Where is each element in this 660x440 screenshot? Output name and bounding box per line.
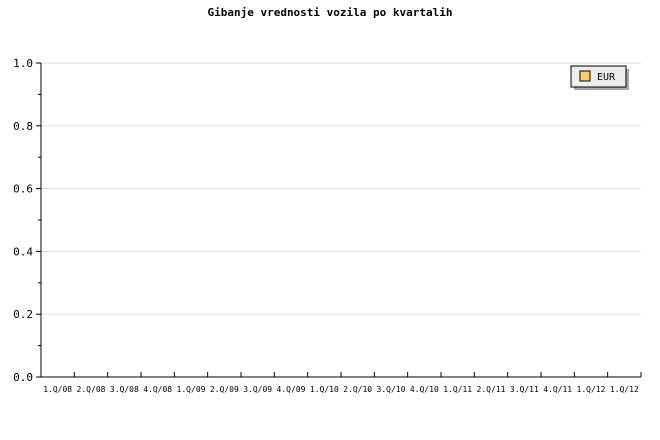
x-tick-label: 3.Q/10 <box>377 385 406 394</box>
x-tick-label: 4.Q/10 <box>410 385 439 394</box>
x-tick-label: 4.Q/09 <box>277 385 306 394</box>
x-tick-label: 4.Q/11 <box>543 385 572 394</box>
y-tick-label: 0.6 <box>13 183 33 196</box>
chart-title: Gibanje vrednosti vozila po kvartalih <box>207 6 452 19</box>
x-tick-label: 1.Q/08 <box>43 385 72 394</box>
x-tick-label: 2.Q/11 <box>477 385 506 394</box>
x-tick-label: 4.Q/08 <box>143 385 172 394</box>
x-tick-label: 1.Q/12 <box>577 385 606 394</box>
legend-label-eur: EUR <box>597 72 616 83</box>
y-tick-label: 0.8 <box>13 120 33 133</box>
legend-swatch-eur <box>579 70 591 82</box>
x-tick-label: 1.Q/12 <box>610 385 639 394</box>
x-tick-label: 2.Q/09 <box>210 385 239 394</box>
y-tick-label: 0.2 <box>13 308 33 321</box>
x-tick-label: 1.Q/11 <box>443 385 472 394</box>
x-tick-label: 2.Q/08 <box>77 385 106 394</box>
x-tick-label: 3.Q/09 <box>243 385 272 394</box>
legend: EUR <box>570 65 629 90</box>
x-tick-label: 1.Q/10 <box>310 385 339 394</box>
x-tick-label: 3.Q/11 <box>510 385 539 394</box>
y-tick-label: 1.0 <box>13 57 33 70</box>
y-tick-label: 0.4 <box>13 245 33 258</box>
x-tick-label: 3.Q/08 <box>110 385 139 394</box>
x-tick-label: 2.Q/10 <box>343 385 372 394</box>
y-tick-label: 0.0 <box>13 371 33 384</box>
x-tick-label: 1.Q/09 <box>177 385 206 394</box>
